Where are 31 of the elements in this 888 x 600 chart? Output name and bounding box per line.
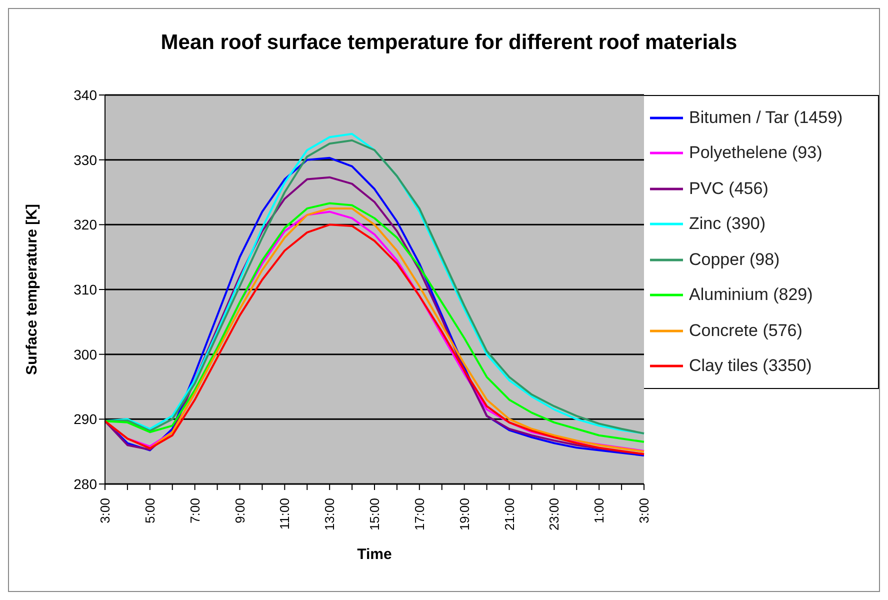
x-tick-label: 11:00 [277,498,292,530]
x-tick-label: 13:00 [322,498,338,531]
y-axis-title: Surface temperature [K] [23,204,40,375]
x-tick-label: 23:00 [546,498,562,531]
y-tick-label: 290 [74,411,98,428]
legend-label: Clay tiles (3350) [689,356,812,376]
y-tick-label: 310 [74,281,98,298]
chart-title: Mean roof surface temperature for different roof materials [160,31,738,55]
x-tick-label: 15:00 [367,498,382,531]
y-tick-label: 280 [74,476,98,492]
x-tick-label: 1:00 [592,498,607,524]
x-tick-label: 5:00 [142,498,158,524]
x-tick-label: 17:00 [412,498,427,531]
y-tick-label: 330 [74,152,98,168]
x-tick-label: 3:00 [98,498,112,524]
legend-label: PVC (456) [689,178,768,199]
y-tick-label: 320 [74,216,98,233]
legend-label: Zinc (390) [689,214,766,234]
legend-label: Concrete (576) [689,320,802,341]
x-tick-label: 3:00 [636,498,652,524]
y-tick-label: 300 [74,346,98,362]
legend-label: Aluminium (829) [689,285,813,306]
legend-label: Polyethelene (93) [689,143,822,164]
legend-label: Bitumen / Tar (1459) [689,108,843,128]
x-tick-label: 19:00 [456,498,472,531]
x-tick-label: 21:00 [502,498,517,531]
y-tick-label: 340 [74,86,98,103]
legend-label: Copper (98) [689,250,780,270]
x-axis-title: Time [357,546,392,563]
x-tick-label: 9:00 [232,498,248,524]
x-tick-label: 7:00 [187,498,202,524]
